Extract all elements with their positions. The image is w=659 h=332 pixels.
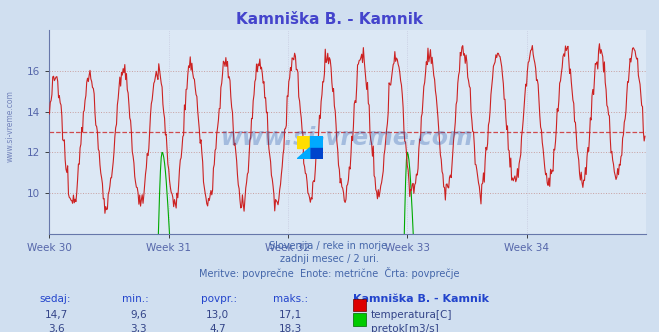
- Text: maks.:: maks.:: [273, 294, 308, 304]
- Polygon shape: [297, 148, 310, 159]
- Text: 4,7: 4,7: [209, 324, 226, 332]
- Bar: [297, 136, 310, 148]
- Bar: [310, 136, 323, 148]
- Text: www.si-vreme.com: www.si-vreme.com: [5, 90, 14, 162]
- Text: 9,6: 9,6: [130, 310, 147, 320]
- Text: min.:: min.:: [122, 294, 149, 304]
- Text: 18,3: 18,3: [278, 324, 302, 332]
- Text: 3,6: 3,6: [47, 324, 65, 332]
- Text: 13,0: 13,0: [206, 310, 229, 320]
- Text: temperatura[C]: temperatura[C]: [371, 310, 453, 320]
- Text: 14,7: 14,7: [44, 310, 68, 320]
- Text: 3,3: 3,3: [130, 324, 147, 332]
- Text: Slovenija / reke in morje.: Slovenija / reke in morje.: [269, 241, 390, 251]
- Text: Kamniška B. - Kamnik: Kamniška B. - Kamnik: [353, 294, 488, 304]
- Text: Meritve: povprečne  Enote: metrične  Črta: povprečje: Meritve: povprečne Enote: metrične Črta:…: [199, 267, 460, 279]
- Text: zadnji mesec / 2 uri.: zadnji mesec / 2 uri.: [280, 254, 379, 264]
- Text: pretok[m3/s]: pretok[m3/s]: [371, 324, 439, 332]
- Text: povpr.:: povpr.:: [201, 294, 237, 304]
- Text: 17,1: 17,1: [278, 310, 302, 320]
- Text: www.si-vreme.com: www.si-vreme.com: [221, 126, 474, 150]
- Text: sedaj:: sedaj:: [40, 294, 71, 304]
- Text: Kamniška B. - Kamnik: Kamniška B. - Kamnik: [236, 12, 423, 27]
- Bar: [310, 148, 323, 159]
